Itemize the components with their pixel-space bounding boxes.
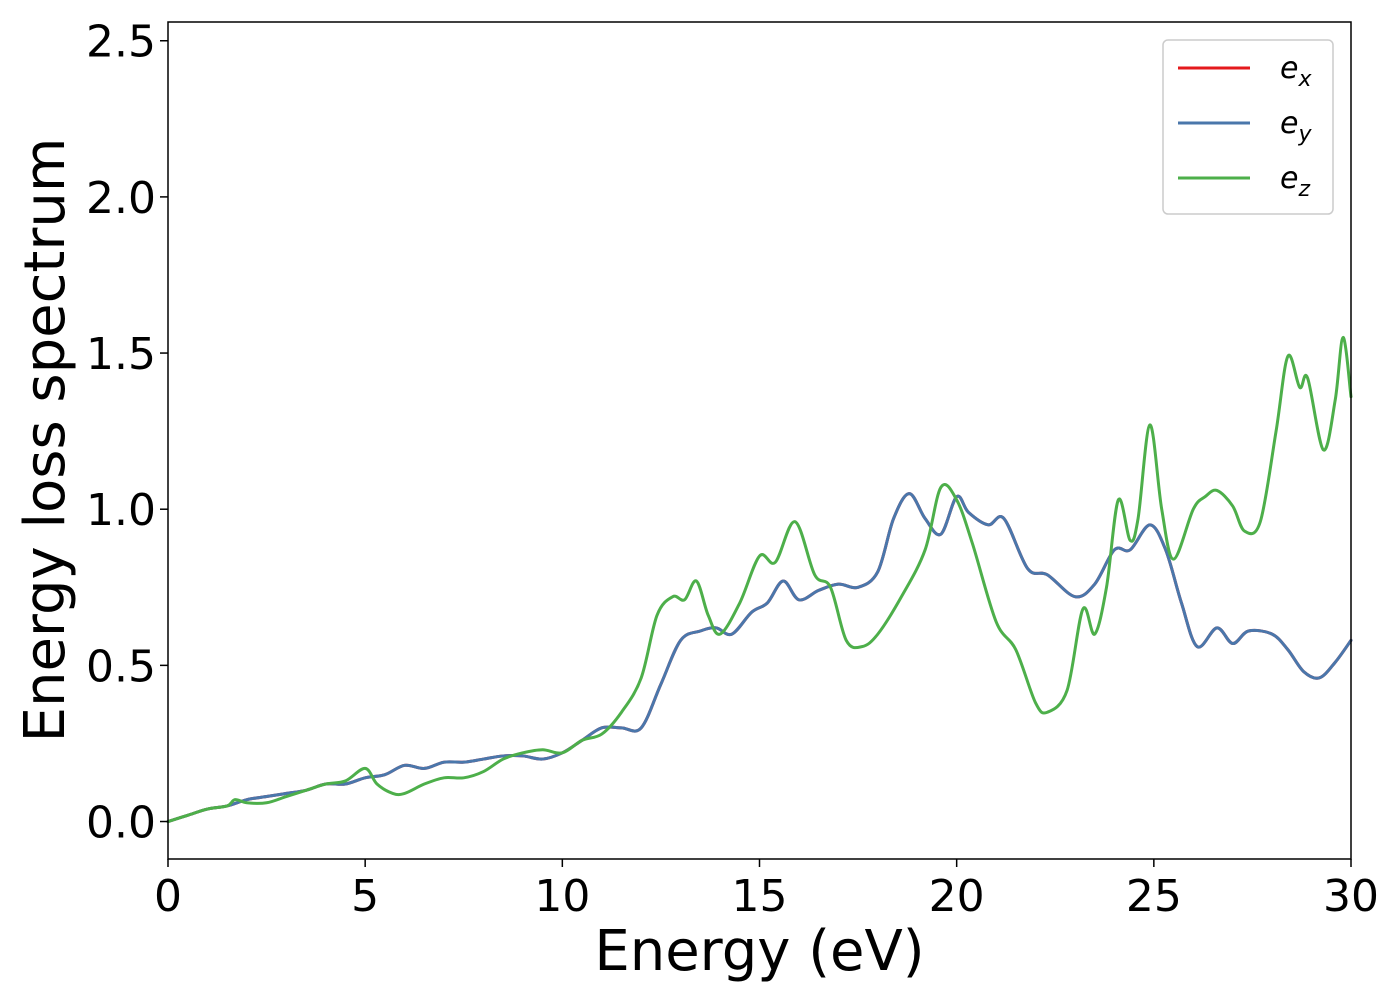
x-tick-label: 5: [351, 871, 379, 922]
x-tick-label: 20: [929, 871, 985, 922]
x-tick-label: 0: [154, 871, 182, 922]
x-axis-title: Energy (eV): [594, 919, 924, 984]
y-tick-label: 2.5: [86, 17, 156, 68]
x-tick-label: 10: [534, 871, 590, 922]
y-tick-label: 0.5: [86, 641, 156, 692]
x-axis: 0 5 10 15 20 25 30: [154, 859, 1379, 922]
x-tick-label: 25: [1126, 871, 1182, 922]
y-tick-label: 1.0: [86, 485, 156, 536]
y-tick-label: 2.0: [86, 173, 156, 224]
legend-label-ez: ez: [1280, 161, 1310, 202]
y-tick-label: 1.5: [86, 329, 156, 380]
y-tick-label: 0.0: [86, 798, 156, 849]
series-line-ey: [166, 492, 1353, 824]
series-line-ez: [166, 335, 1353, 824]
legend-label-ex: ex: [1280, 51, 1312, 92]
x-tick-label: 15: [732, 871, 788, 922]
x-tick-label: 30: [1323, 871, 1379, 922]
y-axis-title: Energy loss spectrum: [13, 138, 78, 743]
y-axis: 0.0 0.5 1.0 1.5 2.0 2.5: [86, 17, 168, 849]
legend-label-ey: ey: [1280, 106, 1312, 147]
series-layer: [166, 335, 1353, 824]
legend-box: [1162, 39, 1334, 215]
legend: ex ey ez: [1162, 39, 1334, 215]
